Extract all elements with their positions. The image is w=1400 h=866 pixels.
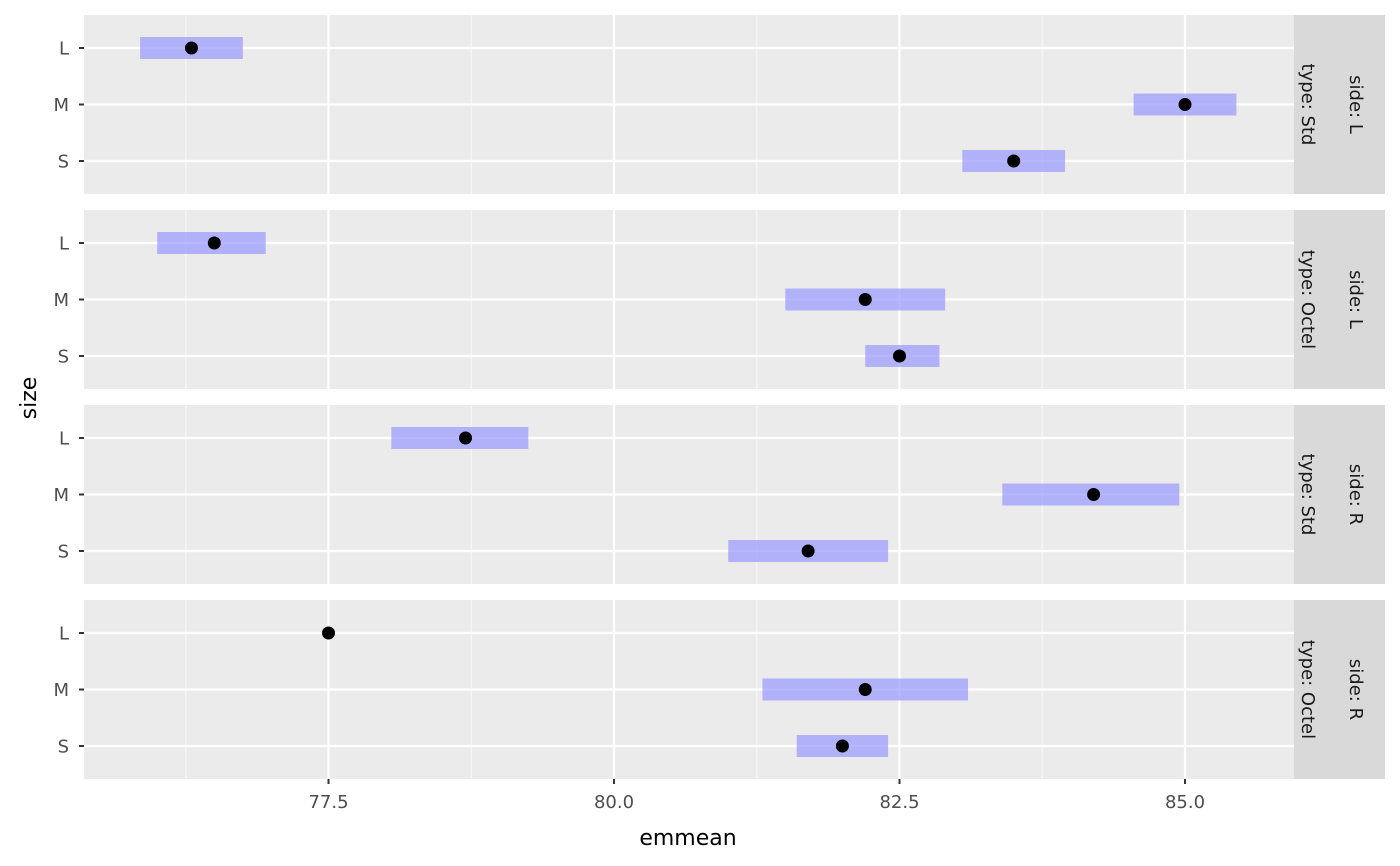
strip-label-side: side: L xyxy=(1345,75,1366,134)
emmean-point xyxy=(893,349,906,363)
strip-label-type: type: Octel xyxy=(1297,640,1318,739)
y-tick-label: L xyxy=(59,624,69,645)
y-tick-label: M xyxy=(53,680,69,701)
emmean-point xyxy=(184,41,198,55)
strip-label-side: side: R xyxy=(1345,659,1366,720)
emmean-point xyxy=(858,683,872,696)
y-tick-label: S xyxy=(58,347,69,368)
y-tick-label: M xyxy=(53,290,69,311)
facet-strip xyxy=(1294,405,1385,584)
strip-label-type: type: Octel xyxy=(1297,250,1318,349)
x-axis: 77.5 80.0 82.5 85.0 xyxy=(308,779,1205,813)
strip-label-side: side: L xyxy=(1345,270,1366,329)
y-tick-label: M xyxy=(53,95,69,116)
y-tick-label: L xyxy=(59,39,69,60)
facet-strip xyxy=(1294,600,1385,779)
y-tick-label: S xyxy=(58,152,69,173)
y-axis-title: size xyxy=(17,377,42,420)
emmean-point xyxy=(207,236,221,250)
strip-label-type: type: Std xyxy=(1297,64,1318,146)
emmean-point xyxy=(801,544,815,558)
emmean-point xyxy=(1007,154,1021,168)
y-tick-label: L xyxy=(59,429,69,450)
y-tick-label: M xyxy=(53,485,69,506)
facet-strip xyxy=(1294,15,1385,194)
emmean-point xyxy=(459,431,473,445)
y-tick-label: S xyxy=(58,542,69,563)
y-tick-label: L xyxy=(59,234,69,255)
strip-label-type: type: Std xyxy=(1297,454,1318,536)
x-tick-label: 82.5 xyxy=(879,792,919,813)
emmean-point xyxy=(835,739,849,753)
x-tick-label: 85.0 xyxy=(1165,792,1205,813)
emmean-point xyxy=(1087,488,1101,501)
emmean-point xyxy=(858,293,872,306)
emmean-point xyxy=(1178,98,1192,111)
x-tick-label: 80.0 xyxy=(594,792,634,813)
strip-label-side: side: R xyxy=(1345,464,1366,525)
facet-strip xyxy=(1294,210,1385,389)
emmean-point xyxy=(322,626,335,640)
x-axis-title: emmean xyxy=(639,826,736,851)
y-tick-label: S xyxy=(58,737,69,758)
x-tick-label: 77.5 xyxy=(308,792,348,813)
